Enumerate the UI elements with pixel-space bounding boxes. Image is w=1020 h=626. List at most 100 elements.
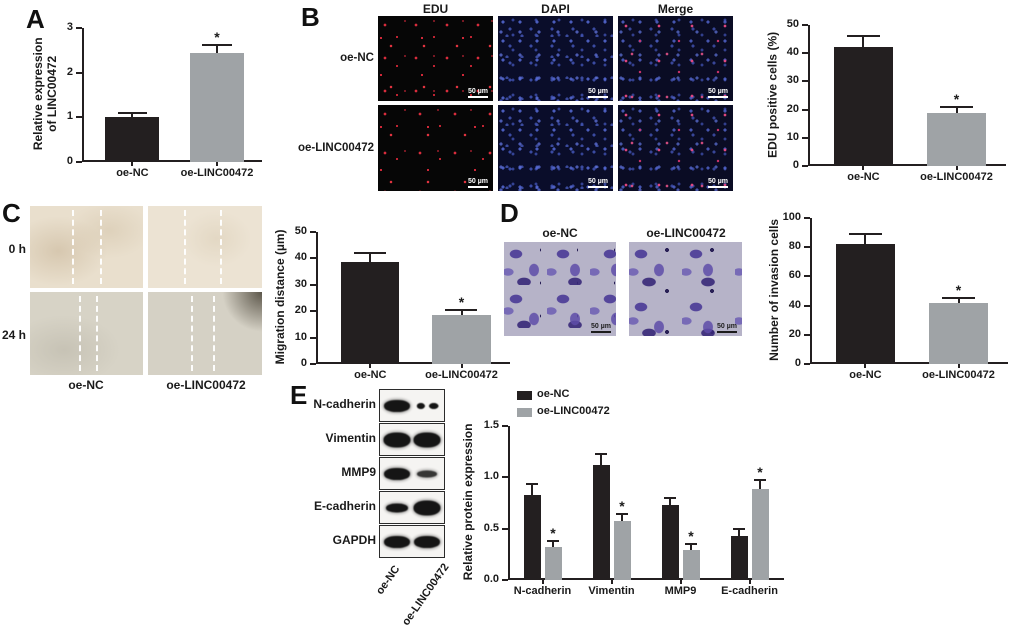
blot-vimentin [379,423,445,456]
significance-star: * [688,528,694,545]
error-bar-cap [847,34,880,37]
error-bar-stem [690,543,692,551]
x-category-label: oe-LINC00472 [922,369,995,381]
scale-bar: 50 µm [708,88,728,98]
x-category-label: oe-LINC00472 [920,171,993,183]
y-tick [502,579,508,581]
y-tick [76,116,82,119]
blot-band [384,467,411,480]
x-category-label: oe-LINC00472 [180,167,254,179]
x-category-label: oe-NC [847,171,880,183]
scale-bar: 50 µm [588,88,608,98]
panel-d-col-label-oe-linc00472: oe-LINC00472 [646,226,726,240]
panel-b-bar-chart: EDU positive cells (%) 0 10 20 30 40 50 oe-NC oe… [762,10,1014,190]
x-category-label: MMP9 [664,585,697,597]
y-tick [802,165,808,167]
scale-bar: 50 µm [468,178,488,188]
chartD-y-axis-label: Number of invasion cells [767,218,782,361]
scale-bar: 50 µm [708,178,728,188]
y-tick-label: 2 [66,65,73,78]
x-category-label: oe-NC [354,369,387,381]
panel-b-row-label-oe-linc00472: oe-LINC00472 [297,142,374,154]
blot-band [413,432,441,447]
error-bar-cap [942,296,975,299]
y-tick [804,246,810,249]
y-tick-label: 0 [792,159,799,171]
scale-bar: 50 µm [717,323,737,333]
bar [835,244,896,364]
y-tick [310,363,316,365]
panel-b-row-label-oe-nc: oe-NC [340,52,374,64]
panel-c-label: C [2,198,21,228]
wound-image-24h-oe-linc00472 [148,292,262,375]
x-tick [131,162,134,166]
x-tick [957,364,960,368]
error-bar-cap [445,308,478,311]
x-tick [541,580,544,584]
y-tick-label: 0 [794,357,801,369]
y-tick [310,283,316,286]
wound-image-24h-oe-nc [30,292,143,375]
y-tick-label: 30 [294,277,307,290]
bar [833,46,894,166]
x-tick [864,364,867,368]
wound-image-0h-oe-linc00472 [148,206,262,288]
blot-label-gapdh: GAPDH [332,533,376,547]
x-tick [460,364,463,368]
blot-e-cadherin [379,491,445,524]
panel-c-row-label-0h: 0 h [8,242,26,256]
blot-band [413,535,440,548]
y-tick-label: 1.0 [483,470,499,483]
y-tick [804,304,810,307]
error-bar-stem [460,308,463,315]
chartB-plot-area [808,25,1006,166]
invasion-image-oe-linc00472: 50 µm [629,242,742,336]
y-tick [804,333,810,336]
error-bar-stem [759,479,761,489]
legend-entry: oe-LINC00472 [517,405,647,421]
y-tick-label: 40 [788,298,801,311]
y-tick [310,257,316,260]
error-bar-cap [526,483,538,486]
scale-bar: 50 µm [591,323,611,333]
bar [544,547,562,580]
wound-edge-line [95,296,98,371]
y-tick-label: 60 [788,269,801,282]
y-tick-label: 0.5 [483,521,499,534]
bar [592,465,610,580]
merge-image-oe-nc: 50 µm [618,16,733,101]
y-tick [804,363,810,365]
panel-e-grouped-bar-chart: Relative protein expression 0.0 0.5 1.0 1.5 N… [458,386,792,604]
error-bar-stem [669,496,671,506]
lane-label-oe-linc00472: oe-LINC00472 [400,561,452,626]
blot-label-e-cadherin: E-cadherin [313,499,376,513]
scale-bar: 50 µm [588,178,608,188]
panel-b-label: B [301,2,320,32]
wound-edge-line [100,210,103,284]
y-tick [802,136,808,139]
y-tick-label: 40 [294,251,307,264]
error-bar-stem [955,105,958,114]
panel-a-bar-chart: Relative expression of LINC00472 0 1 2 3 oe-N… [30,14,270,186]
blot-band [384,535,411,548]
error-bar-stem [600,452,602,465]
significance-star: * [619,498,625,515]
y-tick-label: 0 [300,357,307,369]
merge-image-oe-linc00472: 50 µm [618,105,733,191]
bar [682,550,700,580]
blot-n-cadherin [379,389,445,422]
y-tick-label: 1 [66,110,73,123]
error-bar-stem [957,296,960,304]
y-tick [310,231,316,233]
wound-edge-line [184,210,187,284]
blot-band [386,503,409,512]
y-tick-label: 40 [786,46,799,59]
y-tick [802,52,808,55]
error-bar-stem [621,513,623,522]
panel-a-label: A [26,4,45,34]
y-tick-label: 30 [786,74,799,87]
scale-bar: 50 µm [468,88,488,98]
y-tick-label: 50 [786,18,799,30]
blot-band [416,470,437,477]
wound-edge-line [219,210,222,284]
